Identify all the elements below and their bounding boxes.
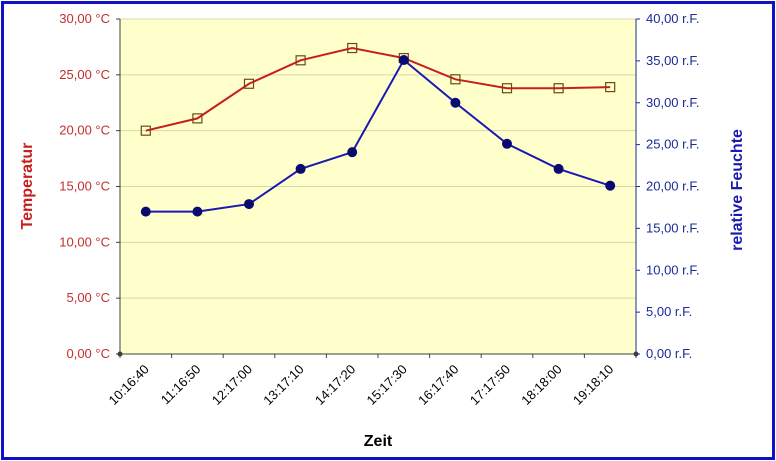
x-tick-label: 11:16:50 — [158, 362, 204, 408]
right-tick-label: 20,00 r.F. — [646, 179, 699, 194]
humidity-point — [192, 206, 203, 217]
temperature-point — [501, 83, 513, 94]
temperature-point — [347, 42, 358, 54]
series-line-right — [145, 58, 611, 213]
x-tick-label: 15:17:30 — [364, 362, 410, 408]
right-tick-label: 25,00 r.F. — [646, 137, 699, 152]
series — [140, 42, 616, 217]
right-tick-label: 35,00 r.F. — [646, 53, 699, 68]
x-tick-label: 10:16:40 — [106, 362, 152, 408]
right-tick-label: 15,00 r.F. — [646, 220, 699, 235]
humidity-point — [502, 138, 512, 149]
x-tick-label: 16:17:40 — [415, 362, 461, 408]
x-tick-label: 13:17:10 — [260, 362, 306, 408]
humidity-point — [244, 199, 254, 210]
left-tick-label: 0,00 °C — [66, 346, 110, 361]
left-tick-label: 30,00 °C — [59, 11, 110, 26]
right-axis-title: relative Feuchte — [729, 129, 746, 251]
temperature-point — [243, 78, 255, 89]
right-axis-ticks: 0,00 r.F. 5,00 r.F. 10,00 r.F. 15,00 r.F. 20… — [636, 11, 699, 361]
right-tick-label: 5,00 r.F. — [646, 304, 692, 319]
x-axis-title: Zeit — [364, 433, 393, 450]
x-tick-label: 12:17:00 — [209, 362, 255, 408]
right-tick-label: 40,00 r.F. — [646, 11, 699, 26]
humidity-point — [347, 147, 358, 158]
left-tick-label: 20,00 °C — [59, 123, 110, 138]
right-tick-label: 30,00 r.F. — [646, 95, 699, 110]
x-axis-ticks: 10:16:40 11:16:50 12:17:00 13:17:10 14:17:20… — [106, 354, 637, 408]
temperature-point — [295, 55, 306, 66]
x-tick-label: 18:18:00 — [518, 362, 564, 408]
temperature-point — [192, 113, 203, 124]
humidity-point — [553, 163, 564, 174]
right-tick-label: 0,00 r.F. — [646, 346, 692, 361]
x-tick-label: 14:17:20 — [312, 362, 358, 408]
temperature-point — [553, 83, 564, 94]
humidity-point — [450, 97, 461, 108]
left-tick-label: 25,00 °C — [59, 67, 110, 82]
left-axis-title: Temperatur — [19, 143, 36, 230]
humidity-point — [140, 206, 151, 217]
left-tick-label: 5,00 °C — [66, 290, 110, 305]
humidity-point — [295, 163, 306, 174]
humidity-point — [605, 180, 616, 191]
x-tick-label: 17:17:50 — [467, 362, 513, 408]
temperature-point — [450, 74, 461, 85]
temperature-point — [140, 125, 151, 136]
gridlines — [120, 18, 636, 299]
left-tick-label: 15,00 °C — [59, 179, 110, 194]
left-tick-label: 10,00 °C — [59, 234, 110, 249]
x-tick-label: 19:18:10 — [570, 362, 616, 408]
series-line-left — [145, 47, 611, 132]
temperature-point — [605, 82, 616, 93]
left-axis-ticks: 0,00 °C 5,00 °C 10,00 °C 15,00 °C 20,00 °C 25… — [59, 11, 120, 361]
humidity-point — [398, 55, 409, 66]
right-tick-label: 10,00 r.F. — [646, 262, 699, 277]
